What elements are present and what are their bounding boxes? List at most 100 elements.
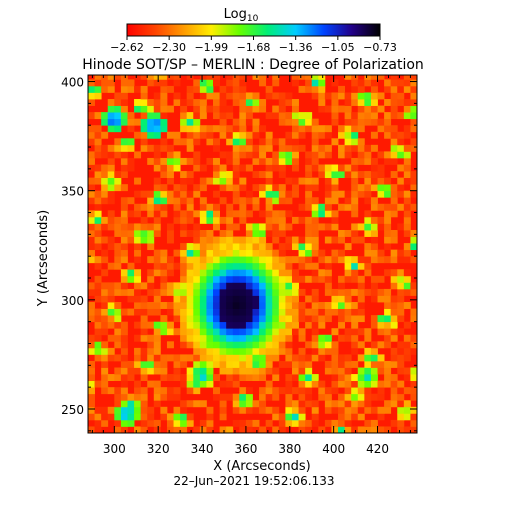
- heatmap-cell: [338, 400, 346, 408]
- heatmap-cell: [331, 419, 339, 427]
- heatmap-cell: [88, 223, 95, 231]
- heatmap-cell: [364, 367, 372, 375]
- heatmap-cell: [265, 157, 273, 165]
- heatmap-cell: [226, 347, 234, 355]
- heatmap-cell: [114, 223, 122, 231]
- heatmap-cell: [153, 131, 161, 139]
- heatmap-cell: [285, 243, 293, 251]
- heatmap-cell: [173, 308, 181, 316]
- heatmap-cell: [107, 262, 115, 270]
- heatmap-cell: [338, 302, 346, 309]
- heatmap-cell: [403, 400, 411, 408]
- heatmap-cell: [278, 308, 286, 316]
- heatmap-cell: [186, 269, 194, 277]
- heatmap-cell: [120, 419, 128, 427]
- heatmap-cell: [232, 138, 240, 146]
- heatmap-cell: [166, 387, 174, 395]
- heatmap-cell: [127, 393, 135, 401]
- heatmap-cell: [219, 315, 227, 323]
- heatmap-cell: [127, 157, 135, 165]
- heatmap-cell: [311, 177, 319, 185]
- heatmap-cell: [265, 347, 273, 355]
- heatmap-cell: [226, 177, 234, 185]
- heatmap-cell: [193, 190, 201, 198]
- heatmap-cell: [140, 419, 148, 427]
- heatmap-cell: [252, 197, 260, 205]
- heatmap-cell: [331, 406, 339, 414]
- heatmap-cell: [134, 118, 142, 126]
- heatmap-cell: [403, 171, 411, 178]
- heatmap-cell: [318, 380, 326, 388]
- heatmap-cell: [219, 275, 227, 283]
- heatmap-cell: [285, 118, 293, 126]
- heatmap-cell: [245, 367, 253, 375]
- heatmap-cell: [259, 256, 267, 264]
- heatmap-cell: [403, 79, 411, 87]
- heatmap-cell: [166, 341, 174, 349]
- heatmap-cell: [377, 75, 385, 80]
- heatmap-cell: [107, 413, 115, 421]
- heatmap-cell: [94, 138, 102, 146]
- heatmap-cell: [364, 118, 372, 126]
- heatmap-cell: [265, 367, 273, 375]
- heatmap-cell: [134, 190, 142, 198]
- heatmap-cell: [351, 256, 359, 264]
- heatmap-cell: [403, 112, 411, 120]
- heatmap-cell: [377, 288, 385, 296]
- heatmap-cell: [173, 197, 181, 205]
- heatmap-cell: [259, 426, 267, 433]
- heatmap-cell: [226, 85, 234, 93]
- heatmap-cell: [199, 367, 207, 375]
- heatmap-cell: [173, 79, 181, 87]
- heatmap-cell: [377, 341, 385, 349]
- heatmap-cell: [94, 190, 102, 198]
- heatmap-cell: [245, 315, 253, 323]
- heatmap-cell: [226, 295, 234, 303]
- colorbar-tick-label: −1.05: [321, 41, 355, 54]
- heatmap-cell: [88, 125, 95, 133]
- heatmap-cell: [272, 275, 280, 283]
- heatmap-cell: [101, 197, 109, 205]
- heatmap-cell: [232, 302, 240, 309]
- heatmap-cell: [193, 308, 201, 316]
- heatmap-cell: [94, 354, 102, 362]
- heatmap-cell: [344, 400, 352, 408]
- heatmap-cell: [331, 295, 339, 303]
- heatmap-cell: [219, 184, 227, 192]
- heatmap-cell: [193, 426, 201, 433]
- heatmap-cell: [384, 131, 392, 139]
- heatmap-cell: [291, 131, 299, 139]
- heatmap-cell: [94, 347, 102, 355]
- heatmap-cell: [370, 118, 378, 126]
- heatmap-cell: [272, 216, 280, 224]
- heatmap-cell: [94, 229, 102, 237]
- heatmap-cell: [88, 413, 95, 421]
- heatmap-cell: [180, 315, 188, 323]
- heatmap-cell: [298, 354, 306, 362]
- heatmap-cell: [338, 125, 346, 133]
- heatmap-cell: [384, 288, 392, 296]
- heatmap-cell: [226, 275, 234, 283]
- heatmap-cell: [278, 419, 286, 427]
- heatmap-cell: [166, 105, 174, 113]
- heatmap-cell: [88, 347, 95, 355]
- heatmap-cell: [101, 341, 109, 349]
- heatmap-cell: [186, 275, 194, 283]
- heatmap-cell: [252, 295, 260, 303]
- heatmap-cell: [390, 249, 398, 257]
- heatmap-cell: [351, 223, 359, 231]
- heatmap-cell: [88, 112, 95, 120]
- heatmap-cell: [88, 151, 95, 159]
- heatmap-cell: [153, 223, 161, 231]
- heatmap-cell: [390, 315, 398, 323]
- heatmap-cell: [298, 400, 306, 408]
- heatmap-cell: [166, 229, 174, 237]
- heatmap-cell: [311, 347, 319, 355]
- heatmap-cell: [114, 315, 122, 323]
- heatmap-cell: [180, 308, 188, 316]
- heatmap-cell: [160, 112, 168, 120]
- heatmap-cell: [153, 229, 161, 237]
- heatmap-cell: [291, 138, 299, 146]
- heatmap-cell: [101, 367, 109, 375]
- heatmap-cell: [120, 328, 128, 336]
